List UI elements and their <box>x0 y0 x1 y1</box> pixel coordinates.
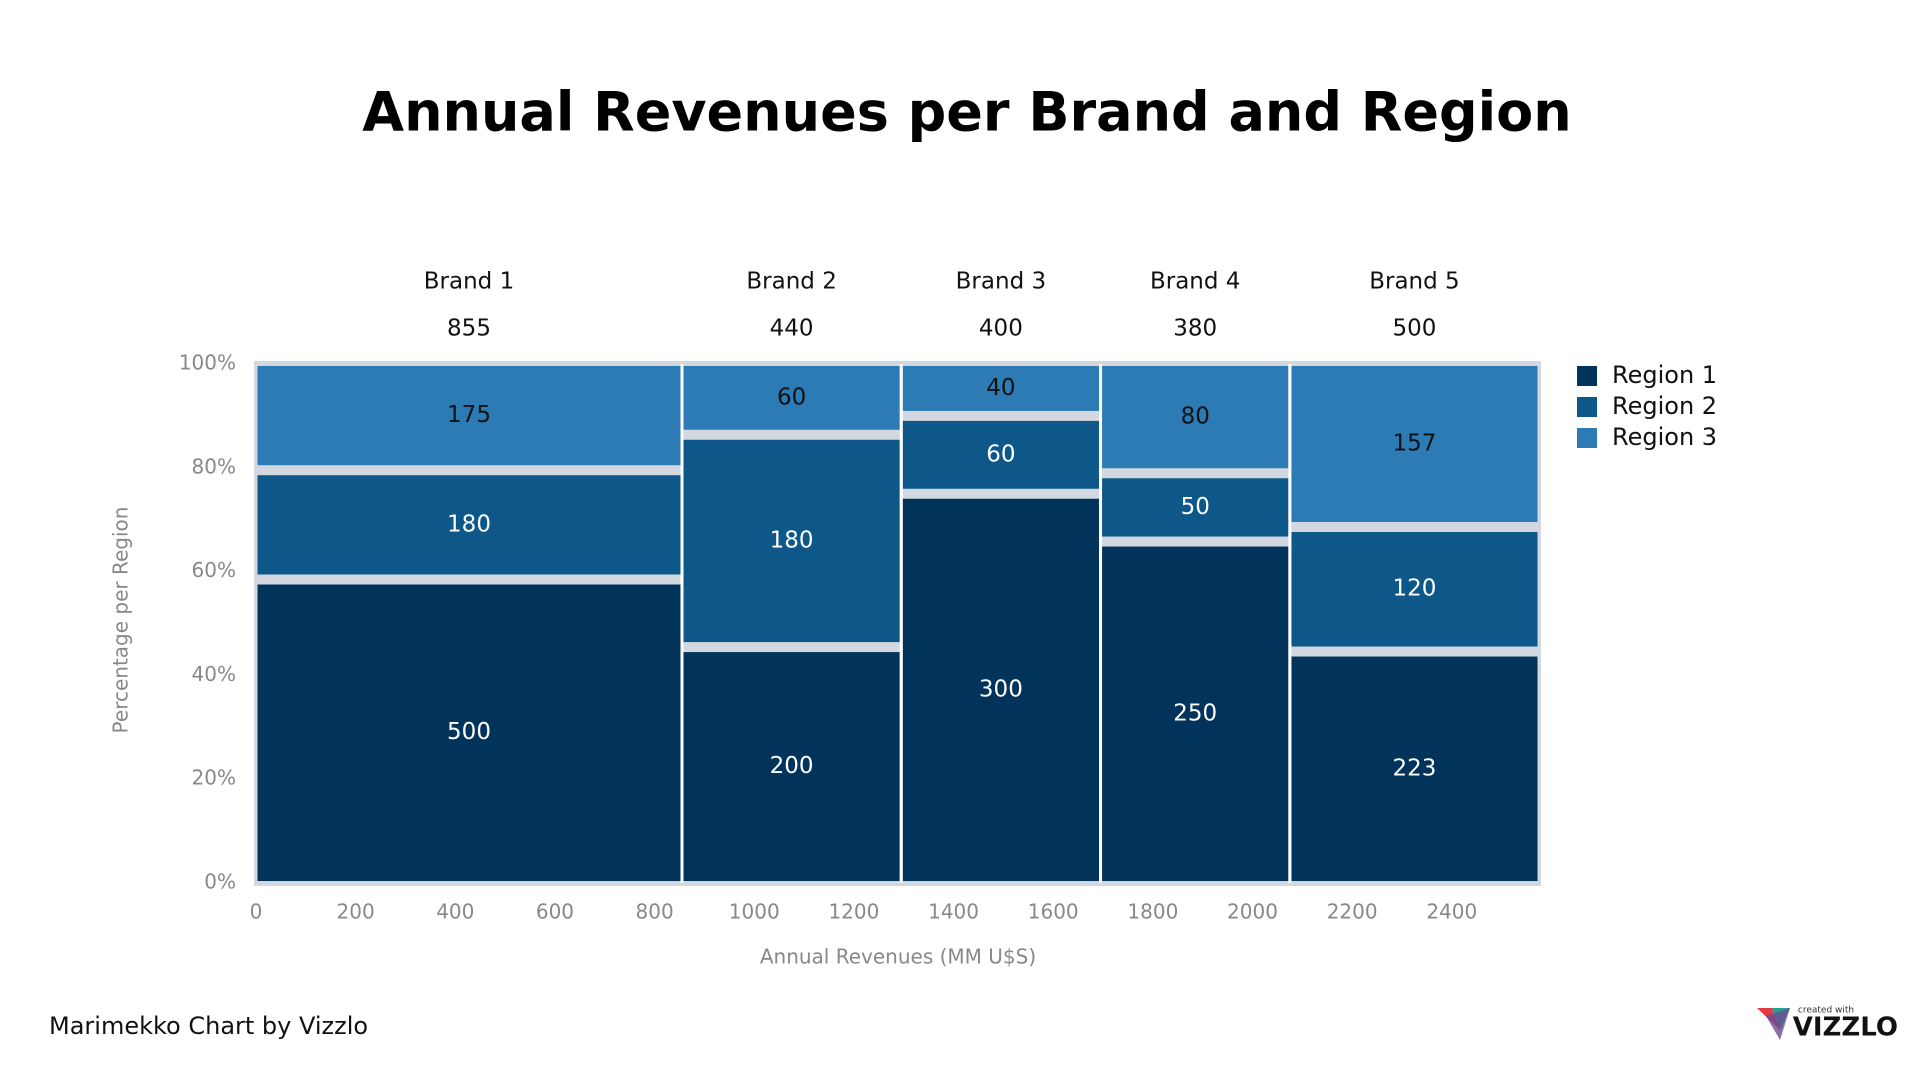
category-label: Brand 5 <box>1369 269 1459 295</box>
data-label: 500 <box>447 719 491 745</box>
x-tick-label: 2200 <box>1327 900 1378 924</box>
segment <box>683 366 900 430</box>
x-tick-label: 400 <box>436 900 474 924</box>
data-label: 50 <box>1181 494 1210 520</box>
segment <box>1102 546 1289 881</box>
total-label: 440 <box>770 316 814 342</box>
x-tick-label: 1800 <box>1127 900 1178 924</box>
legend-label: Region 1 <box>1612 361 1717 389</box>
segment <box>1102 366 1289 469</box>
caption: Marimekko Chart by Vizzlo <box>49 1012 368 1040</box>
data-label: 157 <box>1392 430 1436 456</box>
segment <box>902 420 1100 489</box>
segment <box>1291 531 1538 647</box>
data-label: 223 <box>1392 755 1436 781</box>
segment <box>1291 656 1538 881</box>
legend-swatch <box>1577 428 1597 448</box>
y-axis-label: Percentage per Region <box>109 507 133 734</box>
segment <box>257 584 681 881</box>
data-label: 180 <box>770 527 814 553</box>
column-separator <box>1099 364 1103 883</box>
legend-label: Region 2 <box>1612 392 1717 420</box>
data-label: 120 <box>1392 576 1436 602</box>
data-label: 300 <box>979 676 1023 702</box>
category-label: Brand 3 <box>956 269 1046 295</box>
watermark-note: created with <box>1798 1006 1854 1016</box>
category-label: Brand 4 <box>1150 269 1240 295</box>
y-tick-label: 80% <box>192 454 236 478</box>
data-label: 180 <box>447 511 491 537</box>
x-tick-label: 2000 <box>1227 900 1278 924</box>
segment <box>902 366 1100 411</box>
chart-title: Annual Revenues per Brand and Region <box>362 81 1571 144</box>
y-tick-label: 0% <box>204 870 236 894</box>
total-label: 400 <box>979 316 1023 342</box>
total-label: 500 <box>1392 316 1436 342</box>
data-label: 40 <box>986 375 1015 401</box>
category-label: Brand 2 <box>746 269 836 295</box>
x-tick-label: 0 <box>250 900 263 924</box>
y-tick-label: 100% <box>179 351 236 375</box>
x-tick-label: 1600 <box>1028 900 1079 924</box>
watermark: VIZZLO <box>1793 1013 1898 1043</box>
column-separator <box>680 364 684 883</box>
column-separator <box>1288 364 1292 883</box>
y-tick-label: 60% <box>192 558 236 582</box>
y-tick-label: 40% <box>192 662 236 686</box>
segment <box>902 498 1100 881</box>
y-tick-label: 20% <box>192 766 236 790</box>
total-label: 855 <box>447 316 491 342</box>
column-separator <box>899 364 903 883</box>
segment <box>683 652 900 881</box>
legend-swatch <box>1577 397 1597 417</box>
category-label: Brand 1 <box>424 269 514 295</box>
total-label: 380 <box>1173 316 1217 342</box>
legend-swatch <box>1577 366 1597 386</box>
x-tick-label: 1400 <box>928 900 979 924</box>
x-tick-label: 600 <box>536 900 574 924</box>
x-axis-label: Annual Revenues (MM U$S) <box>760 945 1036 969</box>
x-tick-label: 1200 <box>828 900 879 924</box>
watermark-logo: created with VIZZLO <box>1757 1006 1898 1043</box>
segment <box>1102 478 1289 537</box>
data-label: 60 <box>777 384 806 410</box>
x-tick-label: 1000 <box>729 900 780 924</box>
data-label: 200 <box>770 753 814 779</box>
segment <box>683 439 900 643</box>
segment <box>257 366 681 466</box>
x-tick-label: 2400 <box>1426 900 1477 924</box>
data-label: 175 <box>447 402 491 428</box>
segment <box>1291 366 1538 522</box>
logo-shape <box>1766 1008 1790 1040</box>
legend-label: Region 3 <box>1612 423 1717 451</box>
segment <box>257 475 681 575</box>
data-label: 80 <box>1181 404 1210 430</box>
x-tick-label: 800 <box>636 900 674 924</box>
data-label: 250 <box>1173 700 1217 726</box>
x-tick-label: 200 <box>337 900 375 924</box>
data-label: 60 <box>986 441 1015 467</box>
